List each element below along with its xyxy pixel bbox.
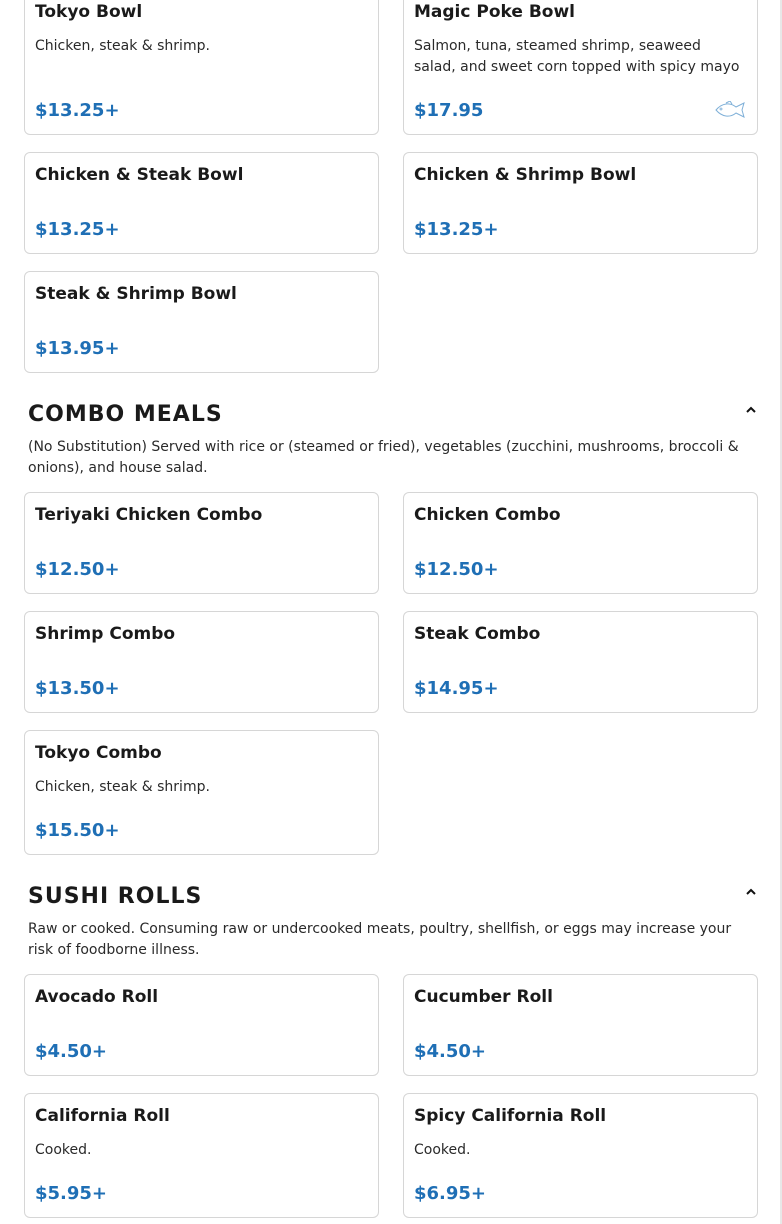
item-price: $6.95+ xyxy=(414,1183,487,1204)
menu-item-card[interactable]: Steak & Shrimp Bowl $13.95+ xyxy=(24,271,379,373)
menu-item-card[interactable]: Avocado Roll $4.50+ xyxy=(24,974,379,1076)
menu-section: Tokyo Bowl Chicken, steak & shrimp. $13.25… xyxy=(24,0,758,373)
menu-item-card[interactable]: Tokyo Bowl Chicken, steak & shrimp. $13.25… xyxy=(24,0,379,135)
item-name: Magic Poke Bowl xyxy=(414,2,575,22)
item-price: $13.25+ xyxy=(35,219,120,240)
item-name: Teriyaki Chicken Combo xyxy=(35,505,263,525)
item-name: Chicken & Shrimp Bowl xyxy=(414,165,637,185)
item-grid: Avocado Roll $4.50+ Cucumber Roll $4.50+ Cal… xyxy=(24,974,758,1218)
menu-item-card[interactable]: Chicken & Steak Bowl $13.25+ xyxy=(24,152,379,254)
menu-list: Tokyo Bowl Chicken, steak & shrimp. $13.25… xyxy=(24,0,758,1218)
chevron-up-icon[interactable] xyxy=(744,402,758,416)
chevron-up-icon[interactable] xyxy=(744,884,758,898)
menu-item-card[interactable]: Magic Poke Bowl Salmon, tuna, steamed shr… xyxy=(403,0,758,135)
section-title: SUSHI ROLLS xyxy=(28,884,203,909)
item-name: Chicken Combo xyxy=(414,505,561,525)
item-description: Chicken, steak & shrimp. xyxy=(35,38,210,54)
item-description: Chicken, steak & shrimp. xyxy=(35,779,210,795)
item-name: Spicy California Roll xyxy=(414,1106,607,1126)
scrollbar[interactable] xyxy=(780,0,782,1224)
menu-item-card[interactable]: California Roll Cooked. $5.95+ xyxy=(24,1093,379,1218)
item-name: Tokyo Bowl xyxy=(35,2,143,22)
section-title: COMBO MEALS xyxy=(28,402,223,427)
item-price: $14.95+ xyxy=(414,678,499,699)
section-header[interactable]: SUSHI ROLLS xyxy=(24,883,758,911)
menu-item-card[interactable]: Spicy California Roll Cooked. $6.95+ xyxy=(403,1093,758,1218)
item-name: California Roll xyxy=(35,1106,170,1126)
item-price: $4.50+ xyxy=(35,1041,108,1062)
item-price: $13.25+ xyxy=(35,100,120,121)
menu-item-card[interactable]: Chicken & Shrimp Bowl $13.25+ xyxy=(403,152,758,254)
item-grid: Teriyaki Chicken Combo $12.50+ Chicken Com… xyxy=(24,492,758,855)
item-description: Cooked. xyxy=(35,1142,92,1158)
fish-icon xyxy=(714,100,746,119)
item-name: Tokyo Combo xyxy=(35,743,162,763)
menu-item-card[interactable]: Cucumber Roll $4.50+ xyxy=(403,974,758,1076)
menu-item-card[interactable]: Teriyaki Chicken Combo $12.50+ xyxy=(24,492,379,594)
item-description: Salmon, tuna, steamed shrimp, seaweed sa… xyxy=(414,38,740,75)
item-price: $4.50+ xyxy=(414,1041,487,1062)
item-name: Steak Combo xyxy=(414,624,541,644)
item-description: Cooked. xyxy=(414,1142,471,1158)
section-description: (No Substitution) Served with rice or (s… xyxy=(28,439,739,476)
section-description: Raw or cooked. Consuming raw or undercoo… xyxy=(28,921,732,958)
item-name: Avocado Roll xyxy=(35,987,159,1007)
item-price: $13.50+ xyxy=(35,678,120,699)
item-price: $5.95+ xyxy=(35,1183,108,1204)
item-price: $13.95+ xyxy=(35,338,120,359)
menu-section: SUSHI ROLLS Raw or cooked. Consuming raw… xyxy=(24,883,758,1218)
menu-section: COMBO MEALS (No Substitution) Served wit… xyxy=(24,401,758,855)
item-price: $15.50+ xyxy=(35,820,120,841)
item-name: Steak & Shrimp Bowl xyxy=(35,284,237,304)
menu-item-card[interactable]: Tokyo Combo Chicken, steak & shrimp. $15.5… xyxy=(24,730,379,855)
menu-item-card[interactable]: Chicken Combo $12.50+ xyxy=(403,492,758,594)
menu-item-card[interactable]: Shrimp Combo $13.50+ xyxy=(24,611,379,713)
item-name: Shrimp Combo xyxy=(35,624,176,644)
item-price: $12.50+ xyxy=(414,559,499,580)
section-header[interactable]: COMBO MEALS xyxy=(24,401,758,429)
item-price: $12.50+ xyxy=(35,559,120,580)
item-name: Cucumber Roll xyxy=(414,987,553,1007)
item-price: $17.95 xyxy=(414,100,484,121)
item-name: Chicken & Steak Bowl xyxy=(35,165,244,185)
item-grid: Tokyo Bowl Chicken, steak & shrimp. $13.25… xyxy=(24,0,758,373)
item-price: $13.25+ xyxy=(414,219,499,240)
menu-item-card[interactable]: Steak Combo $14.95+ xyxy=(403,611,758,713)
